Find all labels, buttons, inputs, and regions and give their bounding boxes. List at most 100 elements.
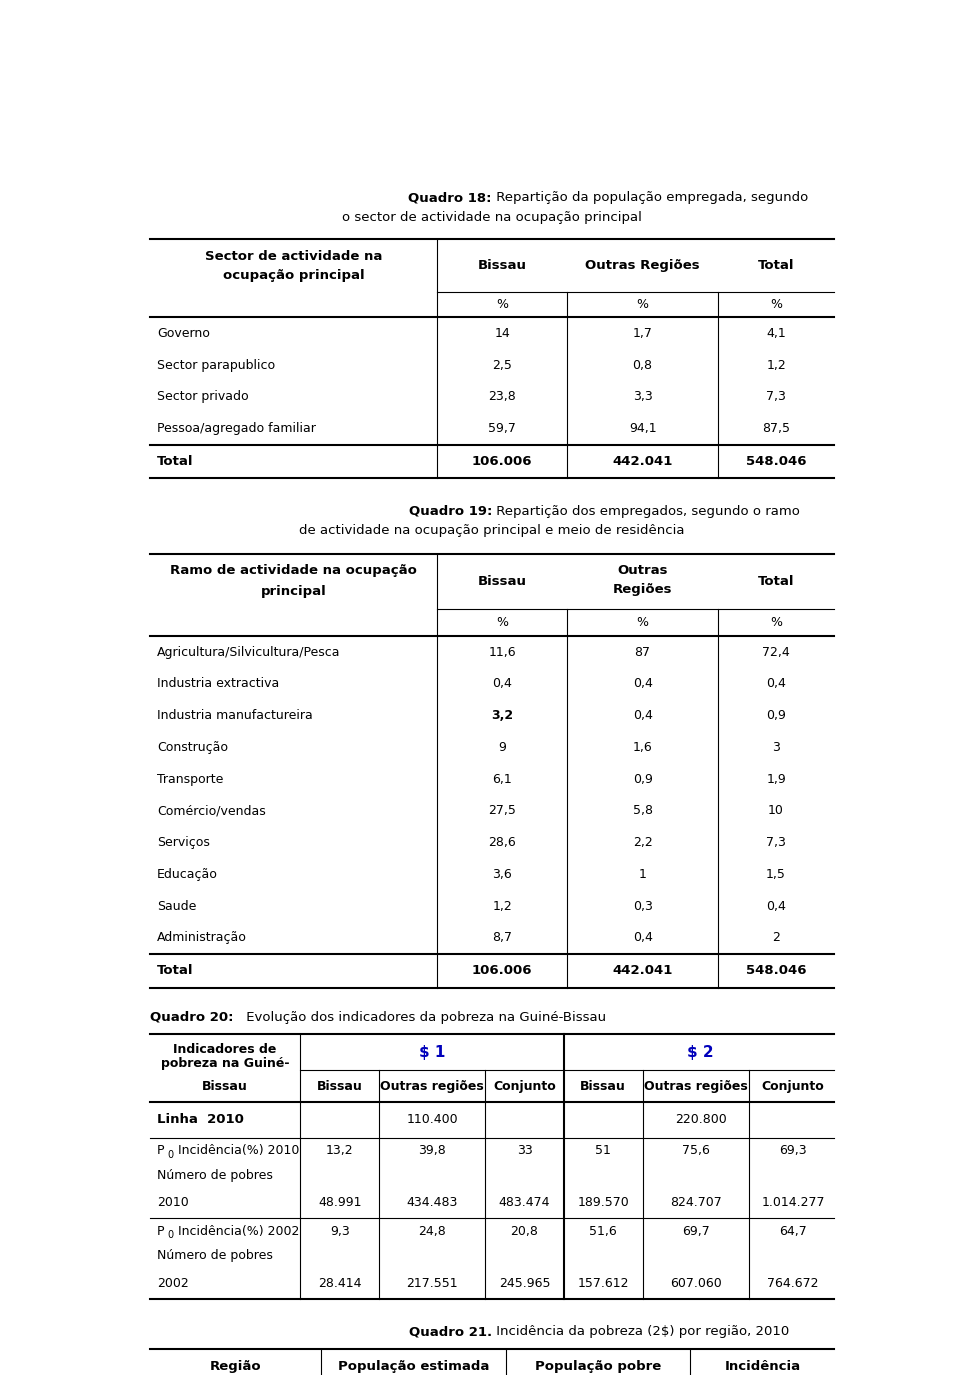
Text: 3: 3 — [772, 741, 780, 754]
Text: Bissau: Bissau — [581, 1079, 626, 1093]
Text: o sector de actividade na ocupação principal: o sector de actividade na ocupação princ… — [342, 210, 642, 224]
Text: Incidência(%) 2010: Incidência(%) 2010 — [174, 1144, 299, 1158]
Text: Bissau: Bissau — [478, 258, 527, 272]
Text: 0,4: 0,4 — [766, 678, 786, 690]
Text: Total: Total — [757, 258, 794, 272]
Text: 51: 51 — [595, 1144, 612, 1158]
Text: ocupação principal: ocupação principal — [223, 268, 364, 282]
Text: $ 2: $ 2 — [687, 1045, 714, 1060]
Text: 87: 87 — [635, 645, 651, 659]
Text: Outras: Outras — [617, 564, 668, 578]
Text: %: % — [636, 616, 649, 628]
Text: 110.400: 110.400 — [406, 1114, 458, 1126]
Text: 87,5: 87,5 — [762, 422, 790, 434]
Text: 28,6: 28,6 — [489, 836, 516, 850]
Text: 0,9: 0,9 — [766, 710, 786, 722]
Text: 106.006: 106.006 — [472, 455, 533, 468]
Text: Ramo de actividade na ocupação: Ramo de actividade na ocupação — [170, 564, 417, 578]
Text: 1: 1 — [638, 868, 646, 881]
Text: Bissau: Bissau — [317, 1079, 363, 1093]
Text: 0,4: 0,4 — [633, 678, 653, 690]
Text: 7,3: 7,3 — [766, 390, 786, 403]
Text: 64,7: 64,7 — [780, 1225, 807, 1238]
Text: Transporte: Transporte — [157, 773, 224, 785]
Text: 0,4: 0,4 — [633, 931, 653, 945]
Text: 20,8: 20,8 — [511, 1225, 539, 1238]
Text: Total: Total — [757, 575, 794, 587]
Text: principal: principal — [260, 586, 326, 598]
Text: Quadro 20:: Quadro 20: — [150, 1011, 233, 1024]
Text: Governo: Governo — [157, 327, 210, 340]
Text: 9,3: 9,3 — [330, 1225, 349, 1238]
Text: Linha  2010: Linha 2010 — [157, 1114, 244, 1126]
Text: Incidência da pobreza (2$) por região, 2010: Incidência da pobreza (2$) por região, 2… — [492, 1326, 789, 1338]
Text: 0,4: 0,4 — [766, 899, 786, 913]
Text: P: P — [157, 1225, 165, 1238]
Text: 1.014.277: 1.014.277 — [761, 1196, 825, 1209]
Text: 217.551: 217.551 — [406, 1276, 458, 1290]
Text: 24,8: 24,8 — [419, 1225, 446, 1238]
Text: 75,6: 75,6 — [682, 1144, 709, 1158]
Text: Administração: Administração — [157, 931, 247, 945]
Text: Número de pobres: Número de pobres — [157, 1169, 273, 1181]
Text: 8,7: 8,7 — [492, 931, 513, 945]
Text: 0,4: 0,4 — [492, 678, 513, 690]
Text: Bissau: Bissau — [203, 1079, 248, 1093]
Text: 548.046: 548.046 — [746, 455, 806, 468]
Text: Industria extractiva: Industria extractiva — [157, 678, 279, 690]
Text: Regiões: Regiões — [612, 583, 672, 595]
Text: Sector parapublico: Sector parapublico — [157, 359, 276, 371]
Text: 607.060: 607.060 — [670, 1276, 722, 1290]
Text: 69,3: 69,3 — [780, 1144, 807, 1158]
Text: 27,5: 27,5 — [489, 804, 516, 817]
Text: 764.672: 764.672 — [767, 1276, 819, 1290]
Text: Pessoa/agregado familiar: Pessoa/agregado familiar — [157, 422, 316, 434]
Text: 189.570: 189.570 — [577, 1196, 629, 1209]
Text: Repartição da população empregada, segundo: Repartição da população empregada, segun… — [492, 191, 808, 205]
Text: de actividade na ocupação principal e meio de residência: de actividade na ocupação principal e me… — [300, 524, 684, 536]
Text: 245.965: 245.965 — [499, 1276, 550, 1290]
Text: %: % — [496, 298, 508, 311]
Text: 9: 9 — [498, 741, 506, 754]
Text: Outras Regiões: Outras Regiões — [586, 258, 700, 272]
Text: Saude: Saude — [157, 899, 197, 913]
Text: Quadro 18:: Quadro 18: — [409, 191, 492, 205]
Text: 59,7: 59,7 — [489, 422, 516, 434]
Text: Conjunto: Conjunto — [762, 1079, 825, 1093]
Text: População pobre: População pobre — [535, 1360, 661, 1374]
Text: 0: 0 — [168, 1231, 174, 1240]
Text: 1,6: 1,6 — [633, 741, 653, 754]
Text: P: P — [157, 1144, 165, 1158]
Text: 3,2: 3,2 — [492, 710, 514, 722]
Text: 1,9: 1,9 — [766, 773, 786, 785]
Text: $ 1: $ 1 — [419, 1045, 445, 1060]
Text: Quadro 19:: Quadro 19: — [409, 505, 492, 518]
Text: Educação: Educação — [157, 868, 218, 881]
Text: 94,1: 94,1 — [629, 422, 657, 434]
Text: 23,8: 23,8 — [489, 390, 516, 403]
Text: Número de pobres: Número de pobres — [157, 1248, 273, 1262]
Text: 0,9: 0,9 — [633, 773, 653, 785]
Text: %: % — [770, 298, 782, 311]
Text: Região: Região — [209, 1360, 261, 1374]
Text: Total: Total — [157, 964, 194, 978]
Text: Quadro 21.: Quadro 21. — [409, 1326, 492, 1338]
Text: 0: 0 — [168, 1150, 174, 1160]
Text: 51,6: 51,6 — [589, 1225, 617, 1238]
Text: 220.800: 220.800 — [675, 1114, 727, 1126]
Text: 3,3: 3,3 — [633, 390, 653, 403]
Text: Incidência: Incidência — [724, 1360, 801, 1374]
Text: 2010: 2010 — [157, 1196, 189, 1209]
Text: 0,8: 0,8 — [633, 359, 653, 371]
Text: %: % — [636, 298, 649, 311]
Text: 2,5: 2,5 — [492, 359, 513, 371]
Text: 824.707: 824.707 — [670, 1196, 722, 1209]
Text: pobreza na Guiné-: pobreza na Guiné- — [161, 1057, 289, 1070]
Text: 7,3: 7,3 — [766, 836, 786, 850]
Text: 10: 10 — [768, 804, 784, 817]
Text: 6,1: 6,1 — [492, 773, 512, 785]
Text: Construção: Construção — [157, 741, 228, 754]
Text: 11,6: 11,6 — [489, 645, 516, 659]
Text: 157.612: 157.612 — [578, 1276, 629, 1290]
Text: Incidência(%) 2002: Incidência(%) 2002 — [174, 1225, 299, 1238]
